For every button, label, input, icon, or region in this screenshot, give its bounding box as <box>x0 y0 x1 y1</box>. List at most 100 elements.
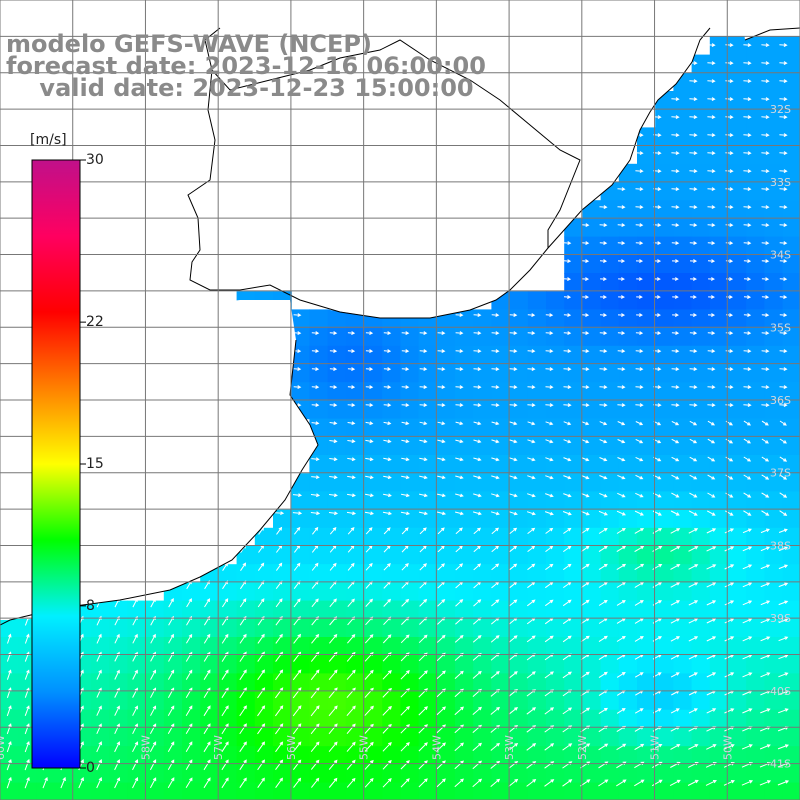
wind-arrow <box>508 707 519 715</box>
wind-arrow <box>473 421 482 426</box>
wind-speed-cell <box>673 600 693 620</box>
wind-speed-cell <box>764 746 784 765</box>
wind-speed-cell <box>291 746 310 765</box>
wind-arrow <box>743 241 752 245</box>
wind-arrow <box>382 634 392 644</box>
wind-speed-cell <box>182 600 201 620</box>
wind-speed-cell <box>782 691 800 711</box>
wind-speed-cell <box>673 327 693 347</box>
wind-speed-cell <box>673 418 693 438</box>
wind-speed-cell <box>455 637 474 656</box>
wind-speed-cell <box>655 382 674 401</box>
wind-speed-cell <box>109 709 128 729</box>
wind-speed-cell <box>236 709 256 729</box>
wind-speed-cell <box>728 455 747 474</box>
wind-speed-cell <box>473 655 492 674</box>
wind-arrow <box>671 151 680 155</box>
wind-speed-cell <box>582 382 602 401</box>
wind-arrow <box>634 743 645 751</box>
wind-speed-cell <box>582 691 602 711</box>
wind-speed-cell <box>618 218 638 238</box>
wind-arrow <box>761 510 770 516</box>
wind-arrow <box>347 475 356 480</box>
wind-speed-cell <box>709 91 729 110</box>
wind-speed-cell <box>546 473 565 492</box>
wind-arrow <box>6 705 12 717</box>
wind-speed-cell <box>291 309 310 329</box>
wind-speed-cell <box>364 418 383 438</box>
wind-arrow <box>705 780 717 786</box>
wind-speed-cell <box>509 618 529 638</box>
wind-speed-cell <box>400 618 420 638</box>
wind-speed-cell <box>273 655 292 674</box>
wind-speed-cell <box>436 473 456 492</box>
wind-arrow <box>419 349 428 353</box>
wind-speed-cell <box>673 273 693 292</box>
wind-arrow <box>365 349 374 353</box>
latitude-label: 36S <box>770 394 791 407</box>
wind-arrow <box>761 115 770 119</box>
wind-speed-cell <box>764 436 784 456</box>
wind-speed-cell <box>637 782 656 800</box>
wind-speed-cell <box>473 436 492 456</box>
wind-speed-cell <box>382 764 401 784</box>
wind-speed-cell <box>436 564 456 583</box>
longitude-label: 50W <box>721 735 734 760</box>
wind-speed-cell <box>382 709 401 729</box>
wind-speed-cell <box>436 509 456 529</box>
wind-speed-cell <box>473 764 492 784</box>
wind-arrow <box>761 223 770 227</box>
wind-speed-cell <box>345 436 365 456</box>
wind-arrow <box>491 475 500 480</box>
wind-speed-cell <box>473 327 492 347</box>
wind-speed-cell <box>418 637 438 656</box>
wind-arrow <box>743 492 752 498</box>
wind-arrow <box>725 133 734 137</box>
wind-speed-cell <box>345 746 365 765</box>
wind-speed-cell <box>618 418 638 438</box>
wind-arrow <box>634 672 644 678</box>
wind-arrow <box>310 669 320 681</box>
wind-speed-cell <box>728 582 747 602</box>
wind-speed-cell <box>91 618 110 638</box>
wind-speed-cell <box>254 673 274 693</box>
wind-arrow <box>689 420 698 426</box>
wind-speed-cell <box>637 291 656 310</box>
wind-speed-cell <box>400 327 420 347</box>
wind-speed-cell <box>291 509 310 529</box>
coastline-river <box>211 39 581 248</box>
wind-speed-cell <box>382 564 401 583</box>
wind-speed-cell <box>400 436 420 456</box>
wind-arrow <box>545 313 554 317</box>
wind-speed-cell <box>764 709 784 729</box>
wind-arrow <box>274 511 285 515</box>
wind-speed-cell <box>182 782 201 800</box>
wind-arrow <box>688 618 699 624</box>
wind-speed-cell <box>436 400 456 420</box>
wind-speed-cell <box>764 546 784 565</box>
wind-arrow <box>635 187 644 191</box>
wind-arrow <box>400 634 410 644</box>
wind-arrow <box>346 759 356 770</box>
wind-speed-cell <box>473 618 492 638</box>
wind-arrow <box>761 277 770 281</box>
wind-arrow <box>365 457 374 462</box>
wind-speed-cell <box>364 637 383 656</box>
wind-speed-cell <box>673 127 693 147</box>
wind-arrow <box>671 115 680 119</box>
wind-speed-cell <box>728 527 747 547</box>
wind-speed-cell <box>746 127 765 147</box>
wind-speed-cell <box>709 782 729 800</box>
wind-arrow <box>150 669 156 680</box>
wind-arrow <box>275 741 284 753</box>
wind-speed-cell <box>382 455 401 474</box>
wind-speed-cell <box>382 728 401 747</box>
wind-arrow <box>24 687 30 698</box>
wind-speed-cell <box>491 618 511 638</box>
wind-speed-cell <box>382 382 401 401</box>
wind-speed-cell <box>746 600 765 620</box>
wind-arrow <box>599 259 608 263</box>
wind-speed-cell <box>509 473 529 492</box>
wind-arrow <box>185 669 193 680</box>
